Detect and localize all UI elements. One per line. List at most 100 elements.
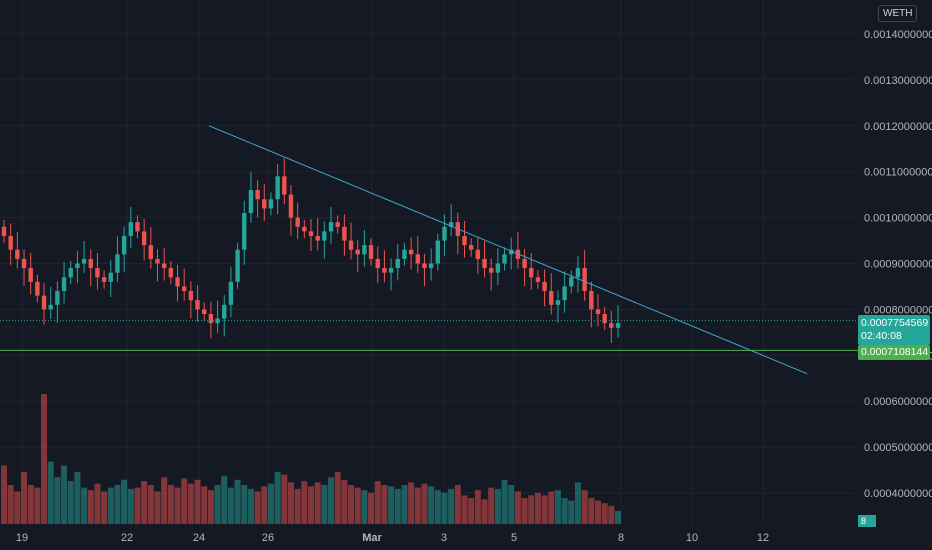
volume-bar	[441, 492, 448, 524]
volume-bar	[434, 490, 441, 524]
volume-bar	[374, 481, 381, 524]
volume-bar	[14, 491, 21, 524]
candle	[355, 240, 360, 273]
candle	[495, 248, 501, 286]
candle	[582, 250, 587, 301]
quote-asset-badge[interactable]: WETH	[878, 5, 918, 22]
y-axis-labels: 0.0014000000 0.0013000000 0.0012000000 0.00…	[864, 29, 932, 500]
volume-bar	[267, 483, 274, 524]
candle	[488, 258, 494, 291]
x-axis-label: 19	[16, 532, 28, 544]
volume-bar	[27, 485, 34, 524]
candle	[41, 283, 47, 325]
volume-bar	[534, 492, 541, 524]
candle	[562, 271, 567, 313]
candle	[342, 214, 347, 256]
volume-bar	[34, 487, 41, 524]
candle	[268, 192, 274, 216]
x-axis-labels: 19 22 24 26 Mar 3 5 8 10 12	[16, 532, 769, 544]
y-axis-label: 0.0006000000	[864, 396, 932, 408]
candle	[448, 204, 454, 237]
candle	[108, 260, 113, 298]
candle	[215, 300, 220, 333]
volume-bar	[254, 491, 261, 524]
candle	[161, 248, 167, 281]
volume-bar	[581, 490, 588, 524]
volume-bar	[134, 487, 141, 524]
volume-bar	[167, 485, 174, 524]
candle	[81, 241, 87, 274]
volume-bar	[381, 485, 388, 524]
volume-bar	[301, 481, 308, 524]
candle	[375, 246, 380, 284]
volume-bar	[388, 486, 395, 524]
volume-bar	[394, 488, 401, 524]
volume-bar	[574, 482, 581, 524]
candle	[589, 281, 594, 328]
candle	[475, 237, 481, 275]
volume-bar	[41, 394, 48, 524]
y-axis-label: 0.0014000000	[864, 29, 932, 41]
volume-bar	[328, 477, 335, 524]
candle	[569, 270, 574, 294]
candle	[468, 238, 474, 257]
volume-bar	[54, 477, 61, 524]
trendline[interactable]	[208, 125, 808, 375]
volume-bar	[241, 485, 248, 524]
candle	[542, 269, 547, 307]
volume-bar	[87, 490, 94, 524]
candle	[509, 237, 514, 270]
volume-bar	[468, 498, 475, 524]
candle	[522, 249, 527, 286]
volume-bar	[201, 486, 208, 524]
x-axis-label: 8	[618, 532, 624, 544]
x-axis-label: 12	[757, 532, 769, 544]
candle	[308, 218, 314, 252]
volume-bar	[348, 485, 355, 524]
candle	[88, 249, 93, 286]
volume-bar	[541, 495, 548, 524]
volume-bar	[161, 477, 168, 524]
volume-bar	[314, 482, 321, 524]
candle	[455, 212, 461, 254]
candles	[1, 158, 621, 343]
volume-bar	[114, 485, 121, 524]
grid-lines	[0, 0, 855, 524]
candle	[8, 223, 13, 265]
candle	[202, 302, 207, 321]
y-axis-label: 0.0008000000	[864, 304, 932, 316]
volume-bar	[274, 472, 281, 524]
volume-bar	[508, 485, 515, 524]
candle	[402, 242, 407, 266]
candle	[288, 185, 294, 236]
candle	[368, 238, 374, 266]
volume-bar	[368, 492, 375, 524]
candle	[362, 229, 367, 267]
volume-bar	[361, 490, 368, 524]
volume-bar	[187, 483, 194, 524]
x-axis-label: Mar	[362, 532, 382, 544]
volume-bar	[214, 485, 221, 524]
y-axis-label: 0.0009000000	[864, 259, 932, 271]
volume-bar	[548, 491, 555, 524]
candle	[248, 172, 254, 223]
volume-bars	[1, 394, 621, 524]
volume-bar	[588, 498, 595, 524]
candle	[609, 310, 614, 343]
volume-bar	[448, 488, 455, 524]
volume-bar	[181, 478, 188, 524]
x-axis-label: 3	[441, 532, 447, 544]
candle	[208, 301, 214, 339]
candle	[482, 241, 487, 278]
candle	[148, 227, 154, 269]
volume-bar	[194, 479, 201, 524]
candle	[1, 219, 7, 243]
candle	[462, 220, 467, 258]
candle	[21, 249, 27, 286]
volume-bar	[594, 500, 601, 524]
volume-bar	[47, 461, 54, 524]
candle	[322, 221, 327, 259]
volume-bar	[207, 490, 214, 524]
